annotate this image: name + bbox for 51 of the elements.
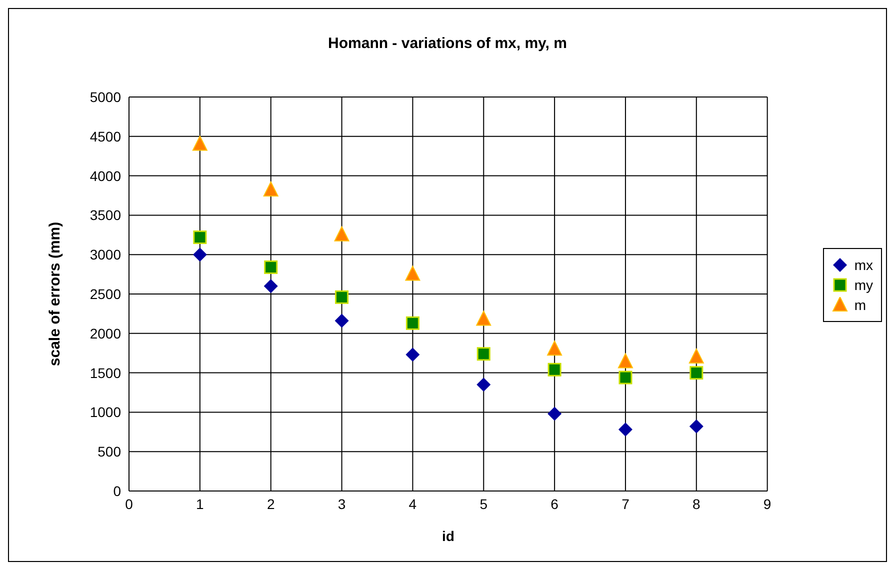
x-tick-label: 4 [408,496,417,512]
point [618,353,633,368]
point [405,266,420,281]
point [335,290,349,304]
legend-label: mx [854,257,873,273]
point [192,248,207,262]
x-tick-label: 3 [338,496,346,512]
point [548,406,562,421]
x-axis-title: id [442,528,454,544]
y-tick-label: 4500 [90,128,122,144]
y-tick-label: 2500 [90,286,122,302]
x-tick-label: 9 [763,496,772,512]
x-tick-label: 1 [196,496,204,512]
y-tick-label: 3500 [90,207,122,224]
point [476,347,490,361]
x-tick-label: 0 [125,496,134,512]
x-tick-label: 2 [266,496,275,512]
point [263,181,278,196]
y-tick-label: 500 [98,444,122,460]
y-tick-label: 5000 [90,88,122,105]
legend-label: my [854,277,873,293]
point [689,419,704,434]
chart-title: Homann - variations of mx, my, m [327,35,568,52]
point [618,422,632,437]
y-tick-label: 1500 [90,364,122,381]
y-axis-title: scale of errors (mm) [46,222,64,366]
point [690,366,704,380]
x-tick-label: 5 [480,496,488,512]
point [334,314,349,328]
point [406,316,420,330]
x-tick-label: 8 [692,496,701,512]
point [688,348,704,364]
point [193,230,207,244]
point [476,310,492,326]
point [547,340,562,356]
point [476,378,491,392]
x-tick-label: 6 [550,496,559,512]
point [264,279,278,294]
point [264,260,278,274]
x-tick-label: 7 [622,496,630,512]
point [406,348,420,362]
y-tick-label: 2000 [90,325,122,342]
y-tick-label: 4000 [90,168,122,184]
point [618,370,632,384]
point [192,136,208,151]
y-tick-label: 0 [113,482,122,499]
legend-label: m [854,297,866,313]
point [548,362,562,376]
point [334,226,350,242]
y-tick-label: 1000 [90,404,122,420]
y-tick-label: 3000 [90,246,122,263]
